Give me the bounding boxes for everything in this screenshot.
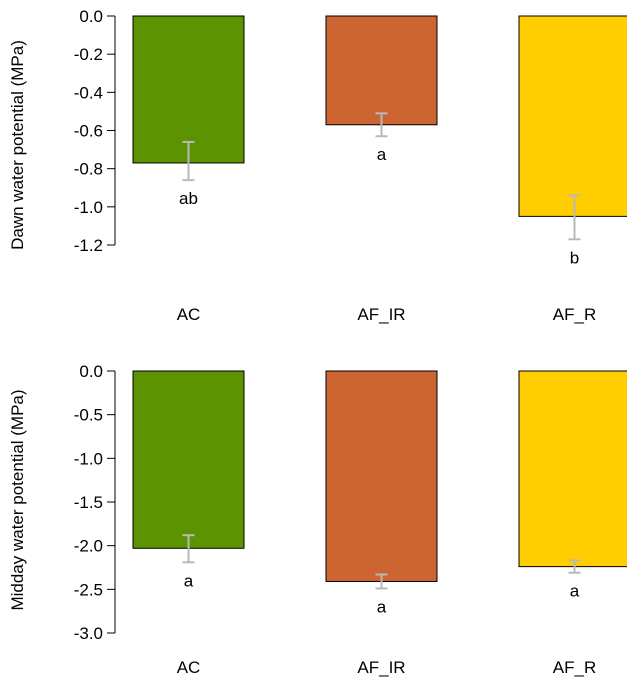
y-tick-label: -0.8	[74, 160, 103, 179]
x-category-label: AF_R	[553, 658, 596, 677]
y-tick-label: -3.0	[74, 624, 103, 643]
x-category-label: AF_IR	[357, 305, 405, 324]
y-tick-label: 0.0	[79, 7, 103, 26]
y-tick-label: -1.0	[74, 449, 103, 468]
y-axis-label: Dawn water potential (MPa)	[8, 40, 27, 250]
x-category-label: AC	[177, 305, 201, 324]
y-tick-label: -1.0	[74, 198, 103, 217]
y-axis-label: Midday water potential (MPa)	[8, 389, 27, 610]
bar-ac	[132, 15, 245, 164]
significance-letter: a	[377, 597, 387, 616]
significance-letter: b	[570, 248, 579, 267]
x-category-label: AF_IR	[357, 658, 405, 677]
significance-letter: ab	[179, 189, 198, 208]
x-category-label: AC	[177, 658, 201, 677]
y-tick-label: -0.5	[74, 406, 103, 425]
bar-af-r	[518, 370, 627, 568]
y-tick-label: -2.5	[74, 580, 103, 599]
y-tick-label: -0.4	[74, 83, 103, 102]
bar-af-ir	[325, 370, 438, 582]
significance-letter: a	[184, 571, 194, 590]
x-category-label: AF_R	[553, 305, 596, 324]
significance-letter: a	[570, 582, 580, 601]
bar-af-ir	[325, 15, 438, 126]
y-tick-label: -0.6	[74, 122, 103, 141]
y-tick-label: -1.5	[74, 493, 103, 512]
y-tick-label: -0.2	[74, 45, 103, 64]
y-tick-label: -2.0	[74, 537, 103, 556]
y-tick-label: -1.2	[74, 236, 103, 255]
y-tick-label: 0.0	[79, 362, 103, 381]
significance-letter: a	[377, 145, 387, 164]
bar-af-r	[518, 15, 627, 217]
bar-ac	[132, 370, 245, 549]
